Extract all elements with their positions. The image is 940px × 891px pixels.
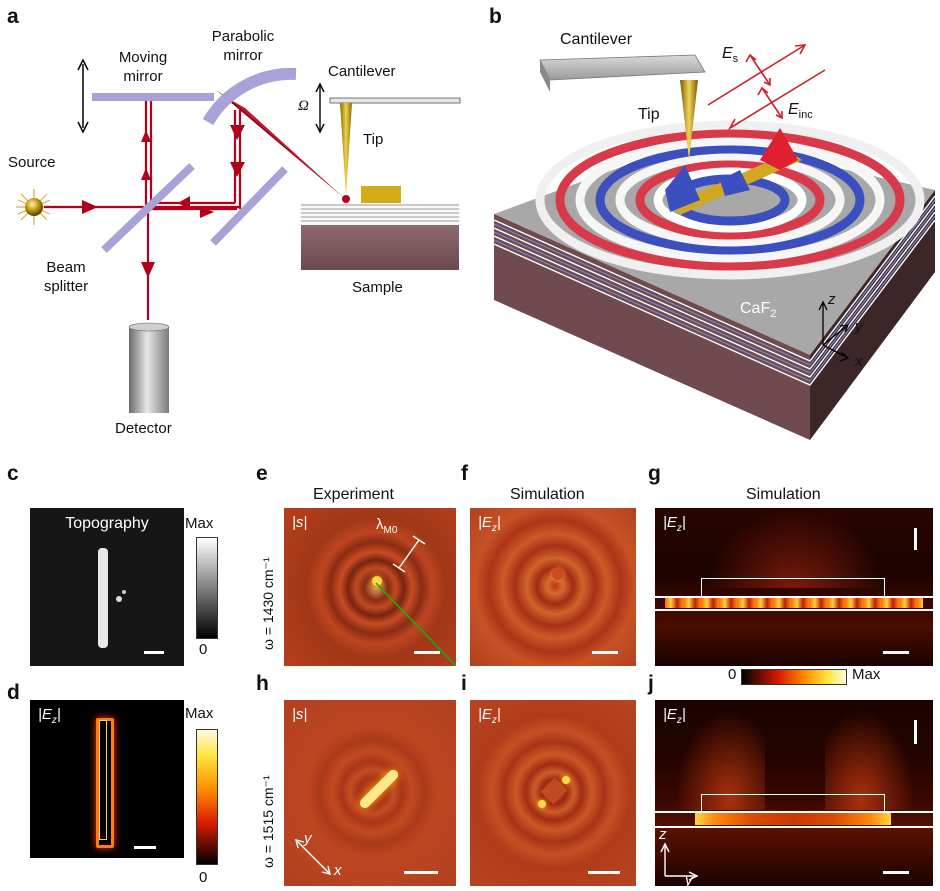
header-simulation-f: Simulation bbox=[510, 486, 585, 503]
scale-bar-i bbox=[588, 871, 620, 874]
axis-y-label-j: y bbox=[685, 872, 693, 886]
header-simulation-g: Simulation bbox=[746, 486, 821, 503]
simulation-map-top: |Ez| bbox=[470, 508, 636, 666]
detector-label: Detector bbox=[115, 420, 172, 437]
beam-splitter bbox=[101, 163, 195, 253]
colorbar-gj bbox=[741, 669, 847, 685]
label-ez-i: |Ez| bbox=[478, 706, 501, 726]
panel-label-f: f bbox=[461, 462, 468, 485]
panel-label-i: i bbox=[461, 672, 467, 695]
scale-bar-f bbox=[592, 651, 618, 654]
panel-label-g: g bbox=[648, 462, 661, 485]
simulation-crosssection-top: |Ez| bbox=[655, 508, 933, 666]
fixed-mirror bbox=[210, 166, 288, 246]
moving-mirror-label: Moving mirror bbox=[118, 49, 168, 85]
near-field-3d-rendering bbox=[493, 44, 936, 440]
scale-bar-e bbox=[414, 651, 440, 654]
vertical-scale-bar-g bbox=[914, 528, 917, 550]
colorbar-d-max: Max bbox=[185, 705, 214, 722]
lambda-label: λM0 bbox=[376, 516, 398, 536]
panel-label-d: d bbox=[7, 681, 20, 704]
antenna bbox=[361, 186, 401, 203]
tip-label-a: Tip bbox=[363, 131, 384, 148]
vertical-scale-bar-j bbox=[914, 720, 917, 744]
cut-line bbox=[375, 582, 456, 666]
axis-y-label-b: y bbox=[855, 318, 863, 335]
header-experiment: Experiment bbox=[313, 486, 394, 503]
e-scattered-label: Es bbox=[722, 45, 739, 66]
axis-z-label-j: z bbox=[659, 826, 667, 843]
experiment-map-top: |s| λM0 bbox=[284, 508, 456, 666]
axes-j bbox=[660, 842, 699, 881]
e-incident-label: Einc bbox=[788, 101, 813, 122]
colorbar-d bbox=[196, 729, 218, 865]
parabolic-mirror bbox=[202, 67, 297, 126]
setup-schematic bbox=[16, 58, 461, 413]
label-ez-g: |Ez| bbox=[663, 514, 686, 534]
panel-label-j: j bbox=[648, 672, 654, 695]
tip-b bbox=[680, 80, 698, 160]
scale-bar-d bbox=[134, 846, 156, 849]
field-arrows bbox=[707, 44, 826, 131]
omega-label: Ω bbox=[298, 98, 309, 114]
cantilever bbox=[329, 97, 461, 104]
colorbar-gj-min: 0 bbox=[728, 666, 737, 683]
scale-bar-h bbox=[404, 871, 438, 874]
detector-icon bbox=[128, 322, 170, 413]
oscillation-arrow bbox=[315, 82, 325, 134]
colorbar-d-min: 0 bbox=[199, 869, 208, 886]
field-map-d: |Ez| bbox=[30, 700, 184, 858]
simulation-map-bottom: |Ez| bbox=[470, 700, 636, 886]
row-label-top: ω = 1430 cm⁻¹ bbox=[260, 557, 276, 650]
colorbar-c-max: Max bbox=[185, 515, 214, 532]
axis-z-label-b: z bbox=[828, 291, 836, 308]
label-ez-d: |Ez| bbox=[38, 706, 61, 726]
cantilever-label-a: Cantilever bbox=[328, 63, 396, 80]
panel-label-e: e bbox=[256, 462, 268, 485]
label-ez-j: |Ez| bbox=[663, 706, 686, 726]
source-icon bbox=[16, 189, 52, 225]
substrate-label: CaF2 bbox=[740, 300, 777, 321]
scale-bar-g bbox=[883, 651, 909, 654]
polariton-waves bbox=[535, 120, 925, 280]
colorbar-gj-max: Max bbox=[852, 666, 881, 683]
sample bbox=[301, 203, 459, 270]
colorbar-c bbox=[196, 537, 218, 639]
panel-label-h: h bbox=[256, 672, 269, 695]
beam-splitter-label: Beam splitter bbox=[43, 259, 89, 295]
axis-x-label-h: x bbox=[334, 862, 342, 879]
moving-mirror bbox=[92, 93, 214, 101]
tip-label-b: Tip bbox=[638, 106, 660, 123]
axes-b bbox=[818, 300, 850, 362]
axes-h bbox=[295, 839, 331, 875]
scale-bar-c bbox=[144, 651, 164, 654]
label-s-h: |s| bbox=[292, 706, 308, 723]
focused-beam bbox=[216, 90, 344, 198]
parabolic-mirror-label: Parabolic mirror bbox=[211, 28, 275, 64]
mirror-motion-arrow bbox=[77, 58, 89, 134]
label-s-e: |s| bbox=[292, 514, 308, 531]
row-label-bottom: ω = 1515 cm⁻¹ bbox=[260, 775, 276, 868]
experiment-map-bottom: |s| y x bbox=[284, 700, 456, 886]
cantilever-label-b: Cantilever bbox=[560, 31, 633, 48]
topography-title: Topography bbox=[65, 515, 149, 532]
topography-map: Topography bbox=[30, 508, 184, 666]
tip bbox=[340, 103, 352, 196]
panel-label-b: b bbox=[489, 5, 502, 28]
label-ez-f: |Ez| bbox=[478, 514, 501, 534]
panel-label-c: c bbox=[7, 462, 19, 485]
colorbar-c-min: 0 bbox=[199, 641, 208, 658]
cantilever-b bbox=[539, 54, 706, 81]
sample-label: Sample bbox=[352, 279, 403, 296]
scale-bar-j bbox=[883, 871, 909, 874]
axis-x-label-b: x bbox=[855, 353, 863, 370]
simulation-crosssection-bottom: |Ez| z y bbox=[655, 700, 933, 886]
source-label: Source bbox=[8, 154, 56, 171]
panel-label-a: a bbox=[7, 5, 19, 28]
axis-y-label-h: y bbox=[304, 830, 312, 847]
lambda-marker bbox=[392, 535, 426, 573]
